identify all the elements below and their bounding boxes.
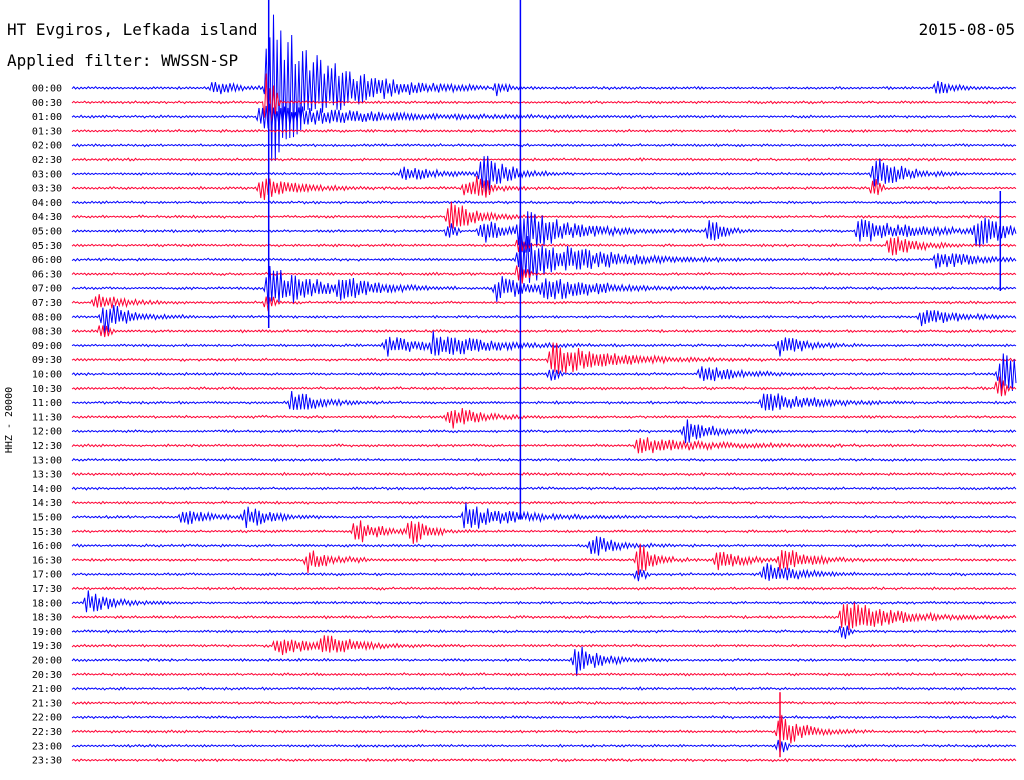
y-tick-label: 20:30 xyxy=(32,670,62,681)
y-tick-label: 16:00 xyxy=(32,541,62,552)
y-tick-label: 14:30 xyxy=(32,498,62,509)
trace-line xyxy=(71,73,1017,129)
trace-line xyxy=(71,143,1017,148)
y-tick-label: 04:30 xyxy=(32,212,62,223)
trace-line xyxy=(71,437,1017,454)
trace-line xyxy=(71,353,1017,396)
trace-line xyxy=(71,714,1017,720)
station-title: HT Evgiros, Lefkada island xyxy=(7,20,258,39)
trace-line xyxy=(71,520,1017,544)
trace-line xyxy=(71,536,1017,556)
trace-line xyxy=(71,304,1017,334)
y-tick-label: 08:00 xyxy=(32,312,62,323)
y-tick-label: 12:30 xyxy=(32,441,62,452)
date-label: 2015-08-05 xyxy=(918,20,1015,39)
trace-line xyxy=(71,157,1017,162)
trace-line xyxy=(71,757,1017,763)
y-tick-label: 13:30 xyxy=(32,470,62,481)
trace-line xyxy=(71,457,1017,463)
y-tick-label: 20:00 xyxy=(32,656,62,667)
y-tick-label: 21:00 xyxy=(32,684,62,695)
trace-line xyxy=(71,175,1017,201)
trace-line xyxy=(71,261,1017,284)
y-tick-label: 17:30 xyxy=(32,584,62,595)
y-tick-label: 15:30 xyxy=(32,527,62,538)
trace-line xyxy=(71,500,1017,505)
y-tick-label: 10:30 xyxy=(32,384,62,395)
y-tick-label: 19:30 xyxy=(32,641,62,652)
trace-line xyxy=(71,502,1017,529)
y-tick-label: 00:00 xyxy=(32,84,62,95)
trace-line xyxy=(71,342,1017,374)
trace-line xyxy=(71,602,1017,631)
y-tick-label: 06:00 xyxy=(32,255,62,266)
trace-line xyxy=(71,408,1017,429)
trace-line xyxy=(71,376,1017,397)
y-tick-label: 11:00 xyxy=(32,398,62,409)
y-tick-label: 07:00 xyxy=(32,284,62,295)
y-tick-label: 09:30 xyxy=(32,355,62,366)
y-tick-label: 19:00 xyxy=(32,627,62,638)
trace-line xyxy=(71,103,1017,129)
trace-line xyxy=(71,646,1017,677)
y-tick-label: 17:00 xyxy=(32,570,62,581)
y-tick-label: 18:30 xyxy=(32,613,62,624)
trace-line xyxy=(71,128,1017,134)
y-tick-label: 13:00 xyxy=(32,455,62,466)
trace-line xyxy=(71,294,1017,312)
trace-line xyxy=(71,700,1017,706)
trace-line xyxy=(71,155,1017,193)
y-tick-label: 07:30 xyxy=(32,298,62,309)
trace-line xyxy=(71,586,1017,591)
y-tick-label: 02:30 xyxy=(32,155,62,166)
trace-line xyxy=(71,325,1017,338)
trace-line xyxy=(71,635,1017,656)
y-tick-label: 12:00 xyxy=(32,427,62,438)
y-tick-label: 23:30 xyxy=(32,756,62,767)
y-tick-label: 09:00 xyxy=(32,341,62,352)
trace-line xyxy=(71,671,1017,677)
trace-line xyxy=(71,590,1017,613)
trace-line xyxy=(71,331,1017,357)
trace-line xyxy=(71,486,1017,491)
y-tick-label: 05:30 xyxy=(32,241,62,252)
trace-line xyxy=(71,714,1017,744)
y-tick-label: 03:30 xyxy=(32,184,62,195)
y-tick-label: 00:30 xyxy=(32,98,62,109)
y-tick-label: 04:00 xyxy=(32,198,62,209)
trace-line xyxy=(71,390,1017,411)
trace-line xyxy=(71,14,1017,162)
y-tick-label: 14:00 xyxy=(32,484,62,495)
y-tick-label: 10:00 xyxy=(32,370,62,381)
trace-line xyxy=(71,471,1017,477)
y-tick-label: 15:00 xyxy=(32,513,62,524)
trace-line xyxy=(71,686,1017,691)
y-tick-label: 01:00 xyxy=(32,112,62,123)
y-tick-label: 21:30 xyxy=(32,698,62,709)
trace-line xyxy=(71,201,1017,229)
trace-line xyxy=(71,235,1017,256)
y-tick-label: 05:00 xyxy=(32,227,62,238)
filter-subtitle: Applied filter: WWSSN-SP xyxy=(7,51,239,70)
y-tick-label: 02:00 xyxy=(32,141,62,152)
trace-line xyxy=(71,739,1017,753)
trace-line xyxy=(71,265,1017,305)
y-tick-label: 11:30 xyxy=(32,412,62,423)
y-tick-label: 16:30 xyxy=(32,555,62,566)
trace-line xyxy=(71,543,1017,576)
y-tick-label: 22:00 xyxy=(32,713,62,724)
y-tick-label: 18:00 xyxy=(32,598,62,609)
y-tick-label: 03:00 xyxy=(32,169,62,180)
y-tick-label: 08:30 xyxy=(32,327,62,338)
y-tick-label: 22:30 xyxy=(32,727,62,738)
y-tick-label: 01:30 xyxy=(32,126,62,137)
trace-line xyxy=(71,563,1017,582)
trace-line xyxy=(71,625,1017,639)
trace-line xyxy=(71,200,1017,205)
trace-line xyxy=(71,419,1017,444)
y-tick-label: 06:30 xyxy=(32,269,62,280)
y-tick-label: 23:00 xyxy=(32,741,62,752)
